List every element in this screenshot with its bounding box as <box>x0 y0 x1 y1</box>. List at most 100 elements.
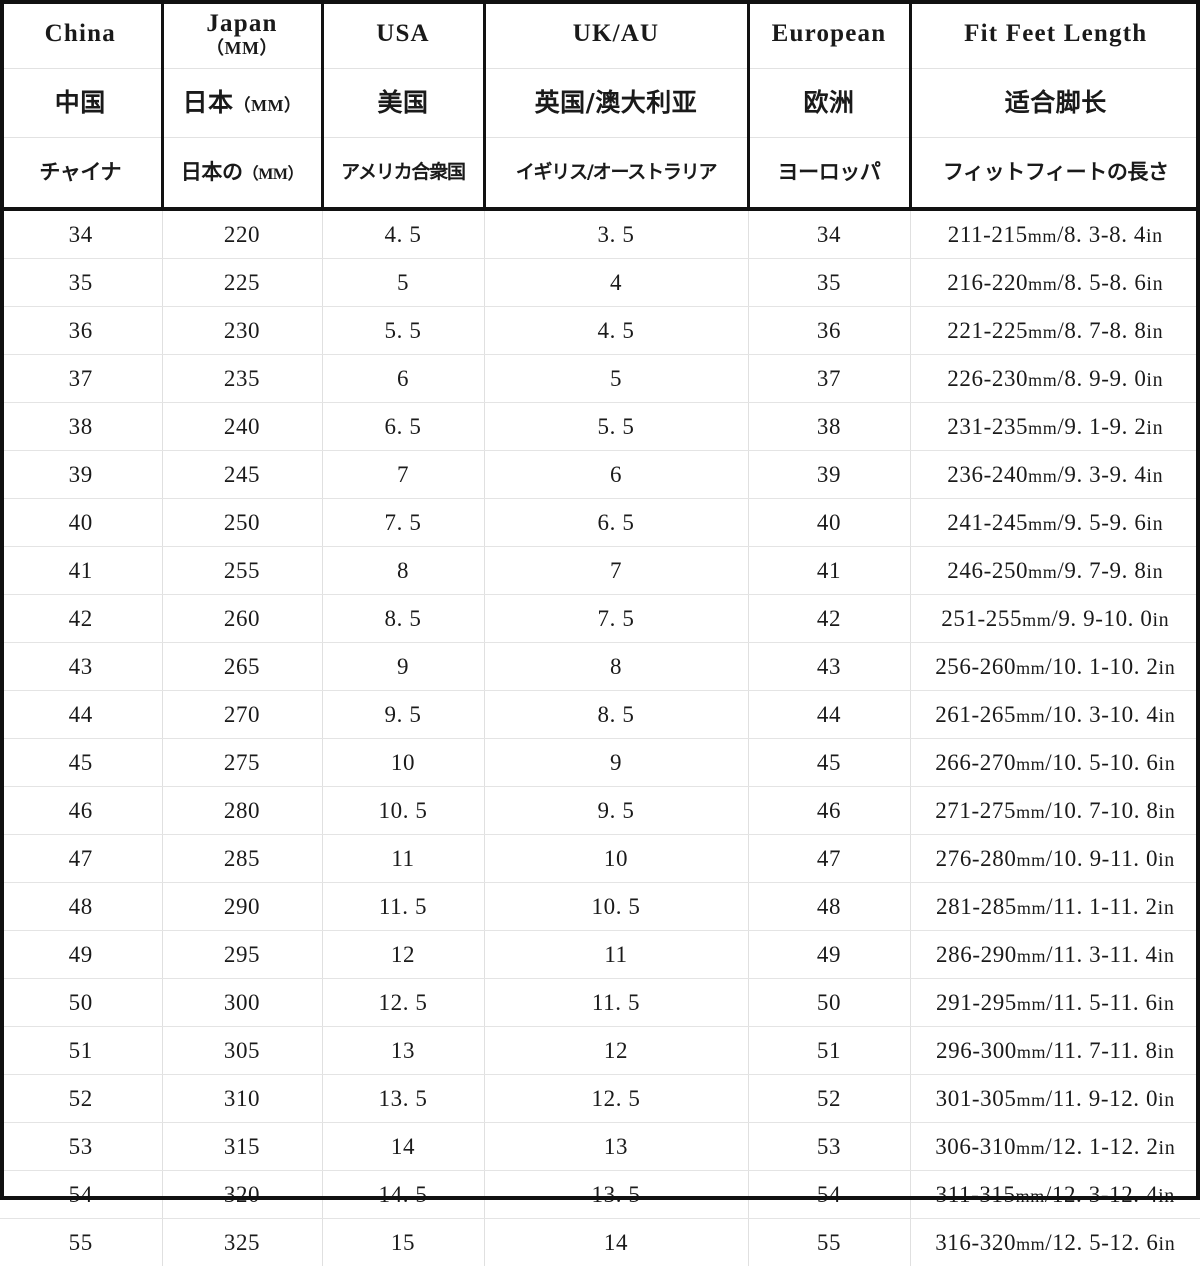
cell-european: 42 <box>748 595 910 643</box>
cell-china: 50 <box>0 979 162 1027</box>
cell-china: 47 <box>0 835 162 883</box>
cell-ukau: 11. 5 <box>484 979 748 1027</box>
fit-length-inch-value: 9. 5-9. 6 <box>1064 510 1146 535</box>
cell-european: 41 <box>748 547 910 595</box>
cell-china: 55 <box>0 1219 162 1266</box>
fit-length-mm-unit: mm <box>1028 370 1057 390</box>
cell-china: 52 <box>0 1075 162 1123</box>
cell-fit-feet-length: 261-265mm/10. 3-10. 4in <box>910 691 1200 739</box>
cell-japan: 305 <box>162 1027 322 1075</box>
fit-length-mm-value: 226-230 <box>947 366 1028 391</box>
table-header: China Japan （MM） USA UK/AU European Fit … <box>0 0 1200 209</box>
fit-length-separator: / <box>1057 222 1064 247</box>
cell-japan: 235 <box>162 355 322 403</box>
fit-length-mm-unit: mm <box>1016 706 1045 726</box>
cell-japan: 230 <box>162 307 322 355</box>
cell-ukau: 6. 5 <box>484 499 748 547</box>
fit-length-inch-unit: in <box>1146 465 1163 487</box>
cell-fit-feet-length: 241-245mm/9. 5-9. 6in <box>910 499 1200 547</box>
column-header-european-ja: ヨーロッパ <box>748 138 910 210</box>
cell-european: 55 <box>748 1219 910 1266</box>
column-header-japan-zh-unit: （MM） <box>233 96 301 115</box>
cell-usa: 6 <box>322 355 484 403</box>
column-header-japan-en-label: Japan <box>166 10 319 38</box>
cell-japan: 275 <box>162 739 322 787</box>
cell-ukau: 10 <box>484 835 748 883</box>
column-header-ukau-ja: イギリス/オーストラリア <box>484 138 748 210</box>
fit-length-inch-value: 9. 9-10. 0 <box>1058 606 1152 631</box>
cell-china: 41 <box>0 547 162 595</box>
column-header-japan-ja: 日本の（MM） <box>162 138 322 210</box>
cell-fit-feet-length: 216-220mm/8. 5-8. 6in <box>910 259 1200 307</box>
cell-ukau: 7 <box>484 547 748 595</box>
fit-length-inch-unit: in <box>1146 273 1163 295</box>
cell-european: 34 <box>748 209 910 259</box>
cell-japan: 325 <box>162 1219 322 1266</box>
cell-fit-feet-length: 276-280mm/10. 9-11. 0in <box>910 835 1200 883</box>
cell-china: 42 <box>0 595 162 643</box>
cell-ukau: 12. 5 <box>484 1075 748 1123</box>
column-header-japan-zh: 日本（MM） <box>162 69 322 138</box>
fit-length-separator: / <box>1045 1182 1052 1207</box>
fit-length-mm-value: 256-260 <box>935 654 1016 679</box>
cell-usa: 11 <box>322 835 484 883</box>
fit-length-mm-unit: mm <box>1028 274 1057 294</box>
fit-length-mm-unit: mm <box>1017 898 1046 918</box>
fit-length-inch-unit: in <box>1146 513 1163 535</box>
fit-length-inch-value: 8. 9-9. 0 <box>1064 366 1146 391</box>
fit-length-inch-value: 10. 1-10. 2 <box>1052 654 1158 679</box>
cell-fit-feet-length: 226-230mm/8. 9-9. 0in <box>910 355 1200 403</box>
fit-length-mm-value: 221-225 <box>947 318 1028 343</box>
fit-length-inch-unit: in <box>1158 945 1175 967</box>
cell-ukau: 13. 5 <box>484 1171 748 1219</box>
cell-china: 54 <box>0 1171 162 1219</box>
fit-length-inch-value: 11. 5-11. 6 <box>1053 990 1158 1015</box>
cell-ukau: 5. 5 <box>484 403 748 451</box>
cell-european: 48 <box>748 883 910 931</box>
fit-length-mm-value: 271-275 <box>935 798 1016 823</box>
fit-length-inch-value: 8. 7-8. 8 <box>1064 318 1146 343</box>
cell-usa: 5 <box>322 259 484 307</box>
fit-length-mm-unit: mm <box>1016 1138 1045 1158</box>
fit-length-mm-unit: mm <box>1022 610 1051 630</box>
cell-usa: 8 <box>322 547 484 595</box>
fit-length-inch-value: 10. 5-10. 6 <box>1052 750 1158 775</box>
fit-length-mm-value: 266-270 <box>935 750 1016 775</box>
cell-china: 45 <box>0 739 162 787</box>
cell-japan: 315 <box>162 1123 322 1171</box>
cell-fit-feet-length: 221-225mm/8. 7-8. 8in <box>910 307 1200 355</box>
fit-length-inch-value: 10. 3-10. 4 <box>1052 702 1158 727</box>
fit-length-inch-value: 12. 5-12. 6 <box>1052 1230 1158 1255</box>
fit-length-mm-value: 316-320 <box>935 1230 1016 1255</box>
column-header-japan-ja-unit: （MM） <box>243 166 304 183</box>
cell-usa: 9. 5 <box>322 691 484 739</box>
cell-china: 39 <box>0 451 162 499</box>
cell-china: 34 <box>0 209 162 259</box>
cell-ukau: 13 <box>484 1123 748 1171</box>
fit-length-mm-value: 251-255 <box>941 606 1022 631</box>
column-header-china-en: China <box>0 0 162 69</box>
cell-fit-feet-length: 301-305mm/11. 9-12. 0in <box>910 1075 1200 1123</box>
fit-length-separator: / <box>1046 1086 1053 1111</box>
cell-fit-feet-length: 291-295mm/11. 5-11. 6in <box>910 979 1200 1027</box>
fit-length-inch-value: 10. 7-10. 8 <box>1052 798 1158 823</box>
fit-length-inch-value: 11. 3-11. 4 <box>1053 942 1158 967</box>
cell-fit-feet-length: 246-250mm/9. 7-9. 8in <box>910 547 1200 595</box>
column-header-china-ja: チャイナ <box>0 138 162 210</box>
header-row-english: China Japan （MM） USA UK/AU European Fit … <box>0 0 1200 69</box>
cell-european: 54 <box>748 1171 910 1219</box>
column-header-japan-ja-label: 日本の <box>181 160 243 184</box>
cell-european: 38 <box>748 403 910 451</box>
column-header-fit-en: Fit Feet Length <box>910 0 1200 69</box>
cell-china: 38 <box>0 403 162 451</box>
fit-length-mm-unit: mm <box>1028 418 1057 438</box>
fit-length-mm-unit: mm <box>1028 226 1057 246</box>
